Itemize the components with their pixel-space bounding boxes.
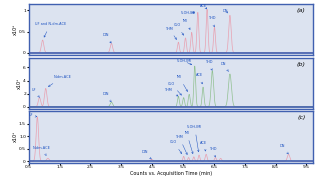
Text: ACE: ACE — [200, 141, 208, 151]
Text: UF: UF — [32, 88, 39, 97]
Text: DIN: DIN — [103, 33, 111, 43]
X-axis label: Counts vs. Acquisition Time (min): Counts vs. Acquisition Time (min) — [130, 171, 212, 176]
Text: IMI: IMI — [184, 131, 193, 154]
Text: 5-OH-IMI: 5-OH-IMI — [181, 11, 196, 15]
Text: (a): (a) — [297, 8, 306, 13]
Text: 5-OH-IMI: 5-OH-IMI — [187, 125, 202, 152]
Text: DIN: DIN — [141, 150, 151, 159]
Text: 5-OH-IMI: 5-OH-IMI — [177, 60, 192, 65]
Text: N-dm-ACE: N-dm-ACE — [48, 75, 71, 87]
Text: IMI: IMI — [183, 19, 190, 29]
Text: CLO: CLO — [173, 23, 184, 35]
Text: THM: THM — [164, 88, 178, 96]
Y-axis label: x10⁶: x10⁶ — [12, 24, 18, 35]
Text: THM: THM — [165, 27, 176, 40]
Text: THM: THM — [175, 135, 187, 155]
Text: (c): (c) — [297, 115, 306, 120]
Y-axis label: x10⁵: x10⁵ — [12, 131, 18, 143]
Text: DN: DN — [223, 9, 228, 13]
Text: UF: UF — [29, 113, 37, 117]
Text: ACE: ACE — [197, 73, 204, 84]
Text: DIN: DIN — [103, 92, 111, 102]
Text: ACE: ACE — [200, 4, 208, 9]
Y-axis label: x10⁵: x10⁵ — [17, 78, 22, 89]
Text: DN: DN — [280, 144, 288, 154]
Text: N-dm-ACE: N-dm-ACE — [33, 146, 51, 156]
Text: THD: THD — [208, 16, 215, 27]
Text: UF and N-dm-ACE: UF and N-dm-ACE — [35, 22, 66, 37]
Text: DN: DN — [221, 62, 228, 71]
Text: THD: THD — [204, 60, 212, 70]
Text: THD: THD — [210, 147, 217, 157]
Text: IMI: IMI — [177, 75, 188, 91]
Text: (b): (b) — [297, 62, 306, 67]
Text: CLO: CLO — [170, 140, 182, 154]
Text: CLO: CLO — [168, 82, 182, 95]
